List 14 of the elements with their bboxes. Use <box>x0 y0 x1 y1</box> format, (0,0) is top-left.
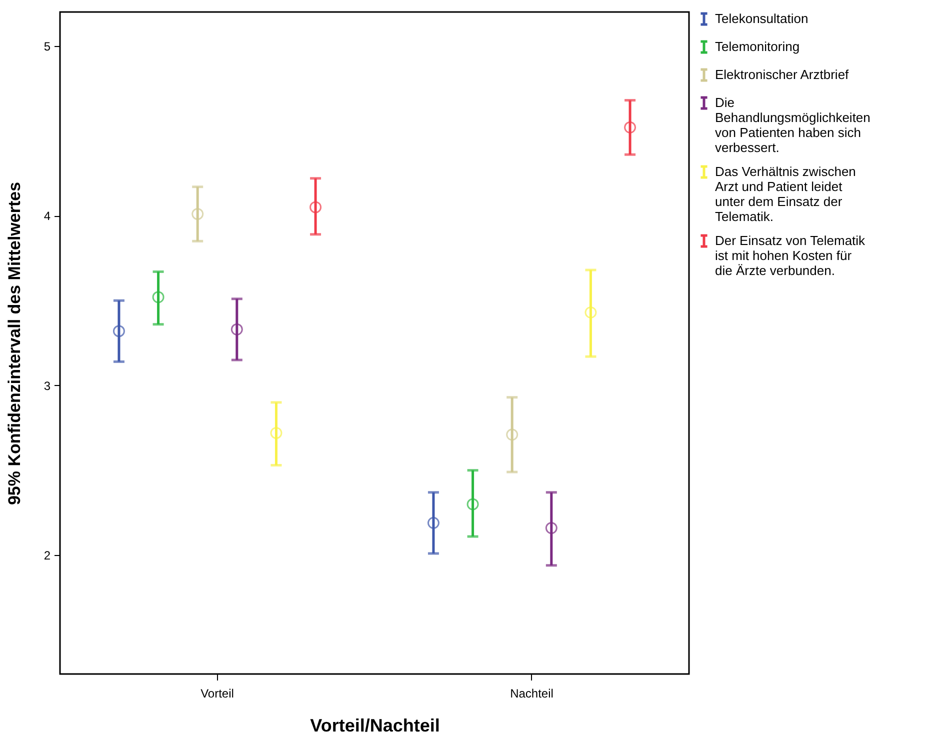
legend-label: Die Behandlungsmöglichkeiten von Patienten haben sich verbessert. <box>715 95 870 155</box>
x-tick-label: Vorteil <box>200 686 234 700</box>
y-tick-label: 2 <box>44 548 51 563</box>
legend-label: Das Verhältnis zwischen Arzt und Patient leidet unter dem Einsatz der Telematik. <box>715 164 856 224</box>
legend-label: Telekonsultation <box>715 11 808 26</box>
legend-label: Telemonitoring <box>715 39 800 54</box>
y-tick-label: 5 <box>44 39 51 54</box>
x-tick-label: Nachteil <box>510 686 554 700</box>
y-tick-label: 4 <box>44 209 51 224</box>
legend-label: Elektronischer Arztbrief <box>715 67 850 82</box>
y-axis-title: 95% Konfidenzintervall des Mittelwertes <box>4 182 24 506</box>
y-tick-label: 3 <box>44 378 51 393</box>
x-axis-title: Vorteil/Nachteil <box>310 716 440 736</box>
legend-label: Der Einsatz von Telematik ist mit hohen Kosten für die Ärzte verbunden. <box>715 233 866 278</box>
